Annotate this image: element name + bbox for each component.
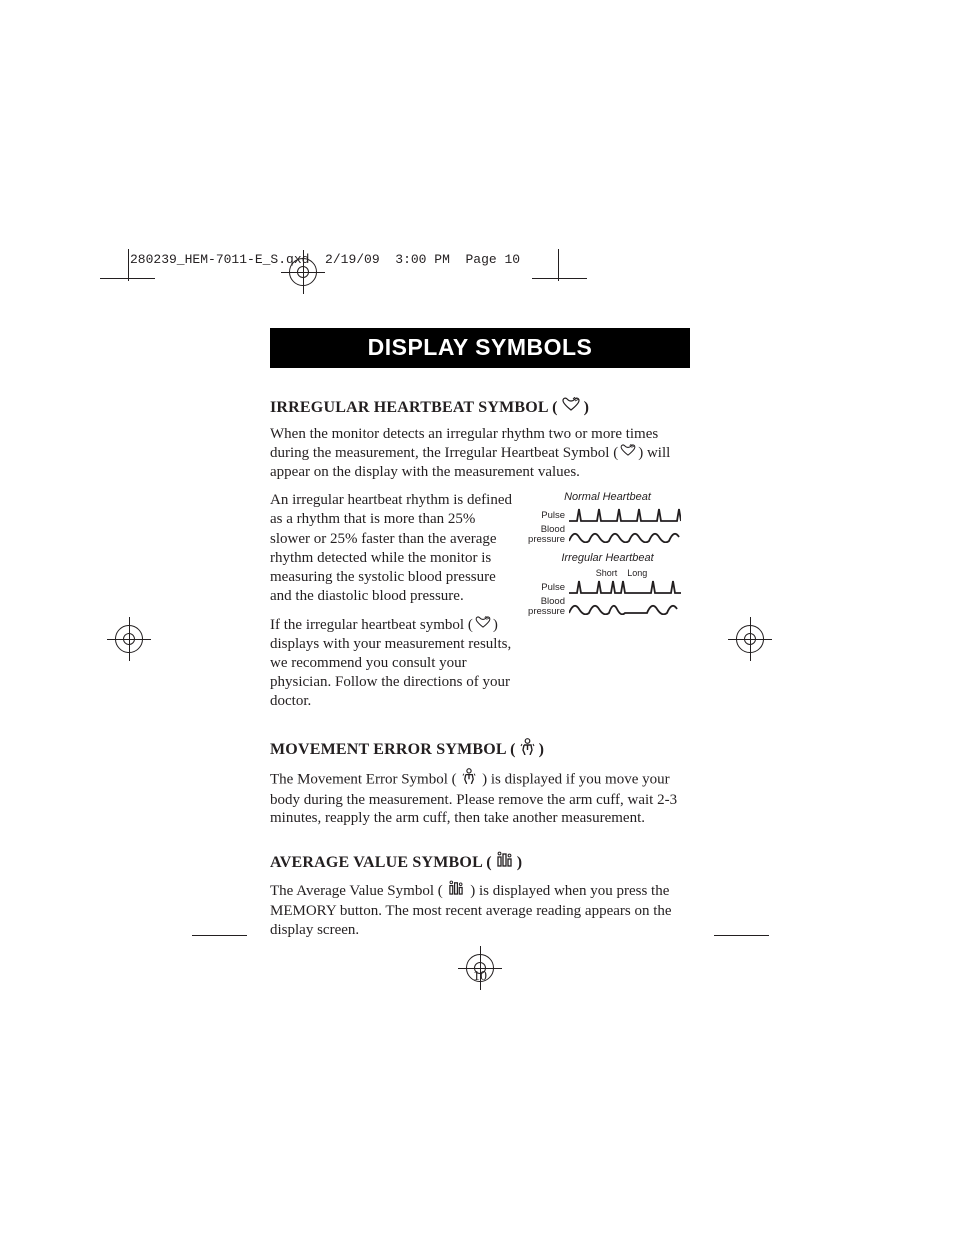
page-number: 10 bbox=[270, 969, 690, 985]
registration-mark bbox=[736, 625, 764, 653]
body-text: The Movement Error Symbol ( bbox=[270, 771, 460, 787]
irregular-heartbeat-title: Irregular Heartbeat bbox=[525, 552, 690, 564]
heading-text: MOVEMENT ERROR SYMBOL ( bbox=[270, 741, 516, 759]
bp-waveform-normal bbox=[569, 527, 681, 543]
pulse-label: Pulse bbox=[525, 511, 565, 521]
irregular-para2: An irregular heartbeat rhythm is defined… bbox=[270, 491, 515, 605]
irregular-left-col: An irregular heartbeat rhythm is defined… bbox=[270, 491, 515, 711]
heading-text: AVERAGE VALUE SYMBOL ( bbox=[270, 854, 492, 872]
bp-label: Blood pressure bbox=[525, 597, 565, 616]
bp-waveform-irregular bbox=[569, 599, 681, 615]
page-title: DISPLAY SYMBOLS bbox=[270, 328, 690, 368]
average-value-icon bbox=[448, 880, 464, 901]
heartbeat-icon bbox=[620, 443, 636, 462]
average-para: The Average Value Symbol ( ) is displaye… bbox=[270, 881, 690, 939]
crop-mark bbox=[100, 278, 155, 279]
crop-mark bbox=[714, 935, 769, 936]
irregular-heading: IRREGULAR HEARTBEAT SYMBOL ( ) bbox=[270, 398, 690, 417]
print-header: 280239_HEM-7011-E_S.qxd 2/19/09 3:00 PM … bbox=[130, 252, 520, 267]
heartbeat-icon bbox=[562, 397, 580, 416]
print-page-label: Page 10 bbox=[465, 252, 520, 267]
bp-label: Blood pressure bbox=[525, 525, 565, 544]
pulse-label: Pulse bbox=[525, 583, 565, 593]
heading-text: ) bbox=[584, 399, 590, 417]
body-text: If the irregular heartbeat symbol ( bbox=[270, 617, 473, 633]
long-label: Long bbox=[627, 568, 647, 578]
body-text: The Average Value Symbol ( bbox=[270, 883, 446, 899]
movement-para: The Movement Error Symbol ( ) is display… bbox=[270, 769, 690, 828]
average-heading: AVERAGE VALUE SYMBOL ( ) bbox=[270, 852, 690, 873]
average-value-icon bbox=[496, 851, 513, 872]
short-long-labels: Short Long bbox=[525, 568, 690, 578]
movement-heading: MOVEMENT ERROR SYMBOL ( ) bbox=[270, 739, 690, 761]
pulse-waveform-irregular bbox=[569, 579, 681, 595]
registration-mark bbox=[289, 258, 317, 286]
crop-mark bbox=[532, 278, 587, 279]
body-text: When the monitor detects an irregular rh… bbox=[270, 426, 658, 461]
page-content: DISPLAY SYMBOLS IRREGULAR HEARTBEAT SYMB… bbox=[270, 328, 690, 985]
crop-mark bbox=[128, 249, 129, 281]
heartbeat-icon bbox=[475, 615, 491, 634]
heading-text: ) bbox=[517, 854, 523, 872]
irregular-para3: If the irregular heartbeat symbol () dis… bbox=[270, 616, 515, 711]
crop-mark bbox=[192, 935, 247, 936]
heartbeat-figure: Normal Heartbeat Pulse Blood pressure Ir… bbox=[525, 491, 690, 711]
crop-mark bbox=[558, 249, 559, 281]
heading-text: IRREGULAR HEARTBEAT SYMBOL ( bbox=[270, 399, 558, 417]
print-date: 2/19/09 bbox=[325, 252, 380, 267]
pulse-waveform-normal bbox=[569, 507, 681, 523]
normal-heartbeat-title: Normal Heartbeat bbox=[525, 491, 690, 503]
irregular-para1: When the monitor detects an irregular rh… bbox=[270, 425, 690, 481]
short-label: Short bbox=[596, 568, 618, 578]
heading-text: ) bbox=[539, 741, 545, 759]
print-time: 3:00 PM bbox=[395, 252, 450, 267]
filename: 280239_HEM-7011-E_S.qxd bbox=[130, 252, 309, 267]
registration-mark bbox=[115, 625, 143, 653]
movement-error-icon bbox=[520, 738, 535, 760]
movement-error-icon bbox=[462, 768, 476, 790]
